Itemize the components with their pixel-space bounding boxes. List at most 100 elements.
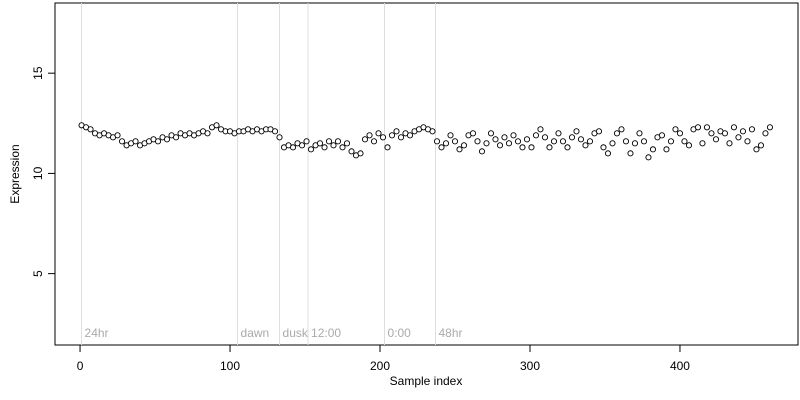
point bbox=[559, 138, 567, 145]
point bbox=[618, 126, 625, 133]
point bbox=[492, 136, 499, 143]
x-tick-label: 100 bbox=[220, 359, 240, 373]
point bbox=[744, 138, 751, 145]
point bbox=[510, 132, 517, 139]
point bbox=[568, 134, 576, 141]
point bbox=[685, 142, 693, 149]
point bbox=[514, 138, 522, 145]
point bbox=[348, 148, 355, 155]
point bbox=[604, 150, 612, 157]
point bbox=[667, 138, 675, 145]
point bbox=[339, 144, 346, 151]
marker-label: dusk bbox=[283, 326, 309, 340]
point bbox=[343, 140, 351, 147]
point bbox=[496, 142, 504, 149]
point bbox=[546, 144, 553, 151]
point bbox=[384, 144, 391, 151]
x-axis-title: Sample index bbox=[390, 374, 463, 388]
point bbox=[708, 130, 715, 137]
point bbox=[649, 146, 657, 153]
point bbox=[375, 130, 382, 137]
point bbox=[321, 144, 328, 151]
x-tick-label: 0 bbox=[77, 359, 84, 373]
point bbox=[334, 138, 342, 145]
point bbox=[487, 130, 495, 137]
point bbox=[271, 128, 279, 135]
marker-label: 12:00 bbox=[311, 326, 341, 340]
point bbox=[532, 132, 540, 139]
point bbox=[460, 142, 468, 149]
point bbox=[519, 144, 526, 151]
point bbox=[213, 122, 220, 129]
point bbox=[289, 144, 297, 151]
point bbox=[582, 142, 589, 149]
point bbox=[370, 138, 378, 145]
point bbox=[550, 138, 558, 145]
point bbox=[276, 134, 283, 141]
point bbox=[631, 140, 639, 147]
point bbox=[118, 138, 126, 145]
point bbox=[528, 144, 535, 151]
point bbox=[366, 132, 373, 139]
point bbox=[505, 140, 513, 147]
point bbox=[87, 126, 94, 133]
point bbox=[676, 130, 684, 137]
point bbox=[739, 128, 747, 135]
point bbox=[132, 138, 139, 145]
point bbox=[442, 140, 450, 147]
point bbox=[204, 130, 211, 137]
point bbox=[622, 138, 630, 145]
x-tick-label: 400 bbox=[670, 359, 690, 373]
point bbox=[316, 140, 324, 147]
point bbox=[303, 138, 310, 145]
point bbox=[541, 134, 549, 141]
point bbox=[721, 130, 729, 137]
point bbox=[307, 146, 315, 153]
point bbox=[564, 144, 571, 151]
point bbox=[438, 144, 445, 151]
point bbox=[730, 124, 738, 131]
point bbox=[762, 130, 769, 137]
point bbox=[586, 138, 594, 145]
point bbox=[451, 138, 459, 145]
point bbox=[757, 142, 765, 149]
point bbox=[469, 130, 477, 137]
point bbox=[577, 136, 585, 143]
marker-label: 24hr bbox=[85, 326, 109, 340]
point bbox=[483, 140, 490, 147]
point bbox=[357, 150, 364, 157]
point bbox=[397, 134, 405, 141]
point bbox=[627, 150, 634, 157]
point bbox=[573, 128, 580, 135]
point bbox=[726, 140, 733, 147]
point bbox=[555, 130, 562, 137]
point bbox=[753, 146, 760, 153]
point bbox=[433, 138, 441, 145]
point bbox=[537, 126, 544, 133]
point bbox=[658, 132, 666, 139]
point bbox=[663, 146, 670, 153]
point bbox=[636, 130, 643, 137]
point bbox=[474, 138, 481, 145]
point bbox=[393, 128, 400, 135]
point bbox=[609, 140, 616, 147]
point bbox=[172, 134, 180, 141]
point bbox=[406, 132, 414, 139]
y-axis-title: Expression bbox=[8, 144, 22, 203]
point bbox=[163, 136, 171, 143]
y-tick-label: 10 bbox=[31, 166, 45, 180]
point bbox=[330, 142, 337, 149]
y-tick-label: 5 bbox=[31, 270, 45, 277]
point bbox=[766, 124, 774, 131]
point bbox=[478, 148, 486, 155]
x-tick-label: 300 bbox=[520, 359, 540, 373]
plot-frame bbox=[54, 2, 799, 346]
point bbox=[388, 132, 396, 139]
y-tick-label: 15 bbox=[31, 66, 45, 80]
point bbox=[447, 132, 454, 139]
point bbox=[298, 142, 306, 149]
marker-label: 48hr bbox=[438, 326, 462, 340]
point bbox=[501, 134, 508, 141]
point bbox=[735, 134, 742, 141]
point bbox=[361, 136, 369, 143]
